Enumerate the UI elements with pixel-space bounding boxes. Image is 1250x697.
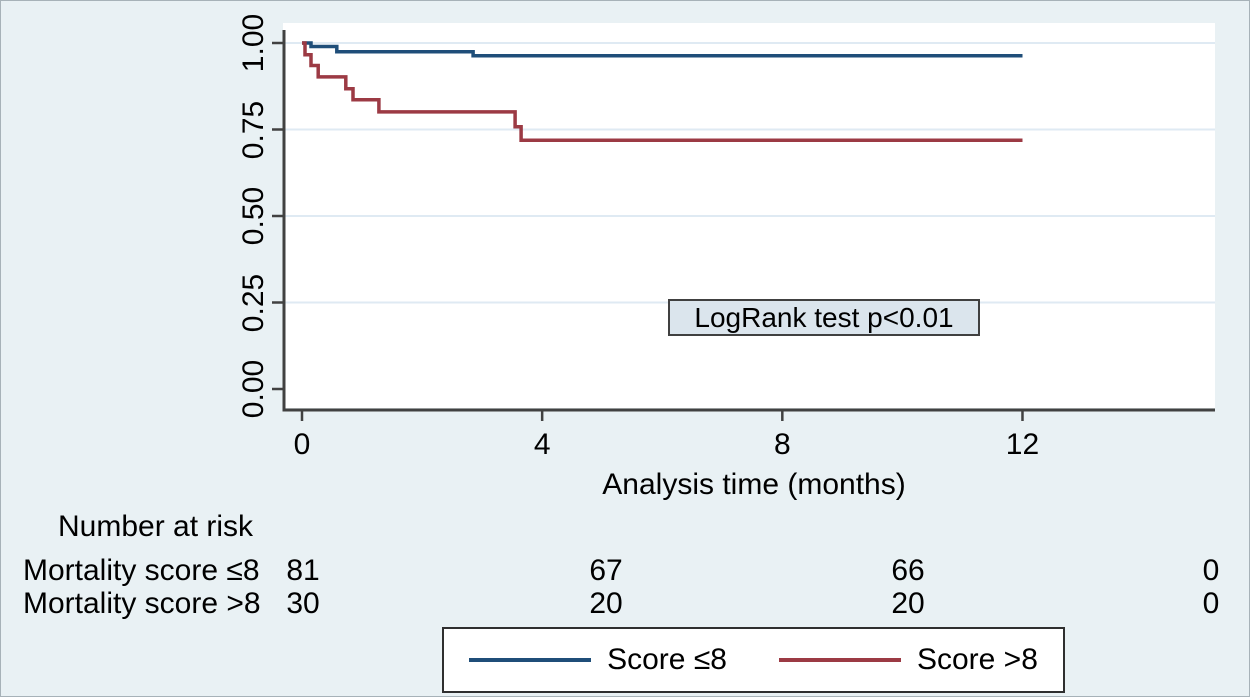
- risk-count-value: 20: [589, 587, 623, 620]
- risk-table-title: Number at risk: [58, 510, 254, 543]
- legend-label-score-gt8: Score >8: [916, 643, 1038, 676]
- x-axis-title: Analysis time (months): [602, 468, 906, 501]
- legend-label-score-le8: Score ≤8: [607, 643, 727, 676]
- risk-count-value: 20: [891, 587, 925, 620]
- y-tick-label: 0.50: [237, 186, 270, 246]
- risk-count-value: 66: [891, 554, 925, 587]
- survival-curve: [302, 41, 1023, 142]
- risk-count-value: 30: [286, 587, 320, 620]
- legend-line-red: [778, 658, 901, 662]
- survival-curve: [302, 41, 1023, 58]
- x-tick-label: 4: [533, 428, 551, 461]
- legend: Score ≤8 Score >8: [442, 627, 1065, 693]
- y-tick-label: 1.00: [237, 13, 270, 73]
- x-tick-label: 8: [773, 428, 791, 461]
- x-tick-label: 0: [293, 428, 311, 461]
- risk-count-value: 67: [589, 554, 623, 587]
- x-tick-label: 12: [1005, 428, 1040, 461]
- risk-row-label: Mortality score ≤8: [23, 554, 260, 587]
- legend-line-blue: [469, 658, 592, 662]
- y-tick-label: 0.25: [237, 273, 270, 332]
- risk-count-value: 0: [1202, 587, 1220, 620]
- logrank-annotation-box: LogRank test p<0.01: [668, 299, 980, 336]
- legend-item-score-gt8: Score >8: [778, 643, 1038, 677]
- logrank-annotation-text: LogRank test p<0.01: [694, 301, 954, 333]
- y-tick-label: 0.75: [237, 100, 270, 159]
- legend-item-score-le8: Score ≤8: [469, 643, 727, 677]
- y-tick-label: 0.00: [237, 359, 270, 419]
- risk-count-value: 81: [286, 554, 320, 587]
- risk-row-label: Mortality score >8: [23, 587, 261, 620]
- risk-count-value: 0: [1202, 554, 1220, 587]
